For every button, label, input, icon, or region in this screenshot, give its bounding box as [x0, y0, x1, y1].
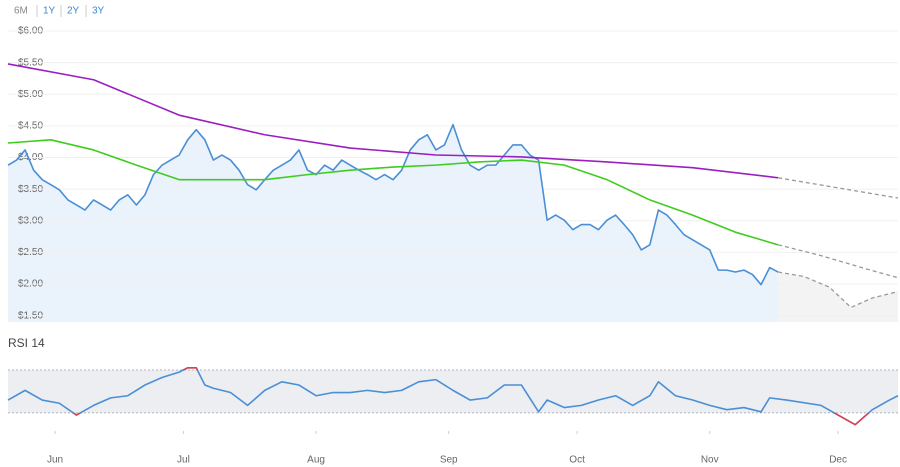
plots: $1.50$2.00$2.50$3.00$3.50$4.00$4.50$5.00… — [7, 26, 899, 466]
x-tick-label: Jun — [47, 455, 63, 466]
panel-title: RSI 14 — [8, 336, 45, 350]
x-tick-label: Nov — [701, 455, 719, 466]
range-button[interactable]: 1Y — [43, 6, 56, 17]
x-tick-label: Dec — [829, 455, 847, 466]
x-tick-label: Sep — [440, 455, 458, 466]
x-tick-label: Oct — [569, 455, 585, 466]
series-area — [8, 124, 779, 322]
forecast-line — [778, 244, 899, 279]
series-area — [778, 272, 898, 322]
series-line — [7, 367, 899, 426]
series-line — [7, 139, 779, 246]
x-tick-label: Jul — [177, 455, 190, 466]
rsi-band — [8, 369, 898, 413]
series-line — [7, 123, 779, 286]
forecast-line — [778, 177, 899, 199]
range-button[interactable]: 6M — [14, 6, 28, 17]
series-line — [7, 63, 779, 179]
range-button[interactable]: 2Y — [67, 6, 80, 17]
forecast-line — [778, 271, 899, 309]
x-tick-label: Aug — [307, 455, 325, 466]
range-button[interactable]: 3Y — [92, 6, 105, 17]
